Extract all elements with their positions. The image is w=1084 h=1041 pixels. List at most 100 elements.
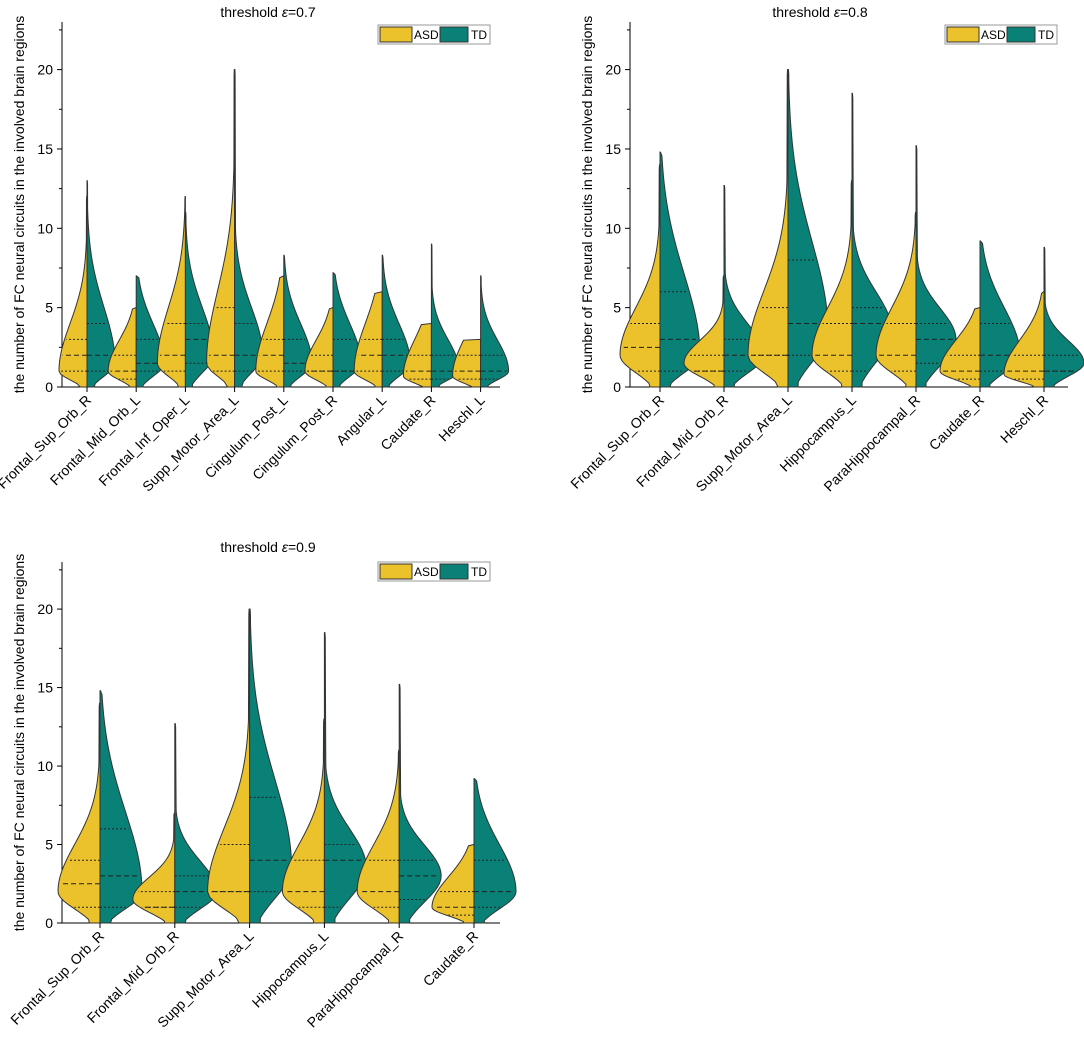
violin-Frontal_Mid_Orb_L [107,275,165,388]
y-tick-label: 20 [37,62,53,78]
violin-Frontal_Sup_Orb_R [57,690,143,924]
asd-half-violin [356,749,400,924]
legend-asd-swatch [379,26,413,43]
y-tick-label: 5 [45,300,53,316]
asd-half-violin [156,196,186,388]
title-symbol: ε [282,4,289,20]
x-tick-label: Caudate_R [926,392,987,453]
legend-td-swatch [1006,26,1036,43]
legend-td-swatch [439,26,469,43]
chart-title: threshold ε=0.9 [220,539,315,555]
x-tick-label: Cingulum_Post_R [249,392,340,483]
x-tick-label: Hippocampus_L [249,928,332,1011]
asd-half-violin [107,307,137,388]
y-tick-label: 0 [613,379,621,395]
title-symbol: ε [834,4,841,20]
violin-Supp_Motor_Area_L [206,69,264,388]
violin-Caudate_R [939,240,1021,388]
asd-half-violin [875,211,917,388]
y-tick-label: 15 [37,141,53,157]
y-tick-label: 10 [37,220,53,236]
violin-Caudate_R [431,778,517,924]
asd-half-violin [431,844,475,924]
violin-Supp_Motor_Area_L [747,69,829,388]
asd-half-violin [811,180,853,388]
asd-half-violin [207,608,251,924]
y-tick-label: 0 [45,379,53,395]
violin-panel-3: threshold ε=0.9 0 5 10 15 20 the number of FC … [7,539,517,1030]
x-tick-label: Frontal_Inf_Oper_L [95,392,192,489]
y-tick-label: 10 [605,220,621,236]
legend-td-label: TD [1038,28,1054,42]
violin-Heschl_L [452,275,510,388]
title-suffix: =0.7 [288,4,316,20]
asd-half-violin [1003,291,1045,388]
title-suffix: =0.8 [840,4,868,20]
y-tick-label: 20 [37,601,53,617]
asd-half-violin [304,307,334,388]
violin-Hippocampus_L [281,632,367,924]
violin-Frontal_Mid_Orb_R [132,723,218,924]
legend-asd-label: ASD [414,28,439,42]
y-tick-label: 20 [605,62,621,78]
legend-asd-label: ASD [414,565,439,579]
y-tick-label: 15 [605,141,621,157]
asd-half-violin [683,275,725,388]
td-half-violin [473,778,517,924]
asd-half-violin [58,196,88,388]
violin-Supp_Motor_Area_L [207,608,293,924]
asd-half-violin [939,307,981,388]
td-half-violin [480,275,510,388]
y-tick-label: 0 [45,915,53,931]
x-tick-label: Caudate_R [420,928,481,989]
violin-Heschl_R [1003,246,1084,388]
violin-panel-2: threshold ε=0.8 0 5 10 15 20 the number of FC … [567,4,1084,494]
asd-half-violin [619,164,661,388]
violin-panel-1: threshold ε=0.7 0 5 10 15 20 the number of FC … [0,4,510,494]
asd-half-violin [747,69,789,388]
asd-half-violin [57,702,101,924]
chart-title: threshold ε=0.7 [220,4,315,20]
violin-Cingulum_Post_R [304,272,362,388]
violin-ParaHippocampal_R [356,683,442,924]
title-prefix: threshold [220,539,281,555]
legend-asd-swatch [379,563,413,580]
legend-asd-swatch [946,26,980,43]
y-axis-label: the number of FC neural circuits in the … [11,16,27,393]
asd-half-violin [452,338,482,388]
asd-half-violin [132,812,176,924]
violin-ParaHippocampal_R [875,145,957,388]
td-half-violin [99,690,143,924]
legend-td-label: TD [471,28,487,42]
x-tick-label: Heschl_L [435,392,488,445]
x-tick-label: Cingulum_Post_L [201,392,291,482]
td-half-violin [234,69,264,388]
x-tick-label: Heschl_R [997,392,1051,446]
td-half-violin [135,275,165,388]
title-symbol: ε [282,539,289,555]
y-axis-label: the number of FC neural circuits in the … [579,16,595,393]
y-axis-label: the number of FC neural circuits in the … [11,554,27,931]
y-tick-label: 5 [45,837,53,853]
violin-Frontal_Sup_Orb_R [58,180,116,388]
violin-Frontal_Sup_Orb_R [619,151,701,388]
td-half-violin [1043,246,1084,388]
violin-Caudate_R [402,243,460,388]
asd-half-violin [206,69,236,388]
title-prefix: threshold [220,4,281,20]
violin-Frontal_Inf_Oper_L [156,196,214,388]
legend-td-swatch [439,563,469,580]
asd-half-violin [281,718,325,924]
legend: ASD TD [377,561,491,582]
title-prefix: threshold [772,4,833,20]
legend: ASD TD [944,24,1058,45]
legend: ASD TD [377,24,491,45]
violin-Cingulum_Post_L [255,254,313,388]
legend-td-label: TD [471,565,487,579]
x-tick-label: Frontal_Mid_Orb_L [47,392,144,489]
title-suffix: =0.9 [288,539,316,555]
asd-half-violin [255,275,285,388]
y-tick-label: 10 [37,758,53,774]
y-tick-label: 5 [613,300,621,316]
